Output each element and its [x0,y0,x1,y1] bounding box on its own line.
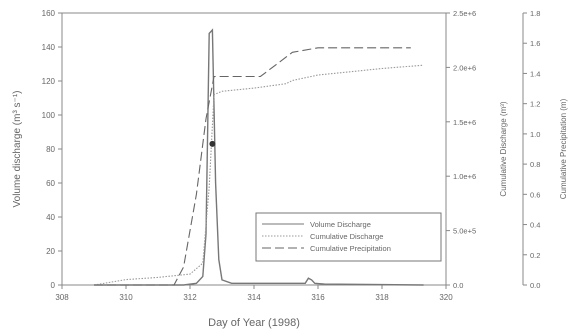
y-axis-right1-label: Cumulative Discharge (m³) [499,101,508,196]
x-tick-label: 310 [119,293,133,302]
y-left-tick-label: 60 [46,179,55,188]
y-right2-tick-label: 0.8 [530,160,540,169]
legend: Volume Discharge Cumulative Discharge Cu… [255,212,442,262]
legend-box [255,212,442,262]
y-right2-tick-label: 1.6 [530,39,540,48]
y-right1-tick-label: 5.0e+5 [453,227,476,236]
y-left-tick-label: 160 [42,9,56,18]
legend-label-volume-discharge: Volume Discharge [310,220,371,229]
series-layer [93,28,424,286]
y-left-tick-label: 80 [46,145,55,154]
y-right2-tick-label: 1.4 [530,69,540,78]
x-axis-label: Day of Year (1998) [208,317,300,329]
y-right2-tick-label: 1.0 [530,130,540,139]
y-left-tick-label: 0 [51,281,56,290]
x-tick-label: 320 [439,293,453,302]
y-left-tick-label: 100 [42,111,56,120]
series-line-volume-discharge [94,28,424,286]
y-right1-tick-label: 1.5e+6 [453,118,476,127]
data-marker [209,140,216,147]
legend-label-cumulative-precipitation: Cumulative Precipitation [310,244,391,253]
x-tick-label: 318 [375,293,389,302]
x-tick-label: 314 [247,293,261,302]
y-right2-tick-label: 0.0 [530,281,540,290]
y-axis-right2-label: Cumulative Precipitation (m) [559,98,568,199]
y-axis-left: 0 20 40 60 80 100 120 140 160 [42,9,62,290]
y-right1-tick-label: 0.0 [453,281,463,290]
y-right2-tick-label: 0.4 [530,221,540,230]
y-left-tick-label: 40 [46,213,55,222]
y-right1-tick-label: 2.0e+6 [453,63,476,72]
y-left-tick-label: 140 [42,43,56,52]
y-left-tick-label: 120 [42,77,56,86]
series-line-cumulative-discharge [93,64,424,286]
y-right1-tick-label: 2.5e+6 [453,9,476,18]
x-tick-label: 312 [183,293,197,302]
y-left-tick-label: 20 [46,247,55,256]
y-right2-tick-label: 0.2 [530,251,540,260]
y-right2-tick-label: 0.6 [530,190,540,199]
y-right2-tick-label: 1.2 [530,100,540,109]
x-tick-label: 308 [55,293,69,302]
x-tick-label: 316 [311,293,325,302]
y-axis-right1: 0.0 5.0e+5 1.0e+6 1.5e+6 2.0e+6 2.5e+6 [446,9,476,290]
series-line-cumulative-precipitation [94,47,411,286]
y-right2-tick-label: 1.8 [530,9,540,18]
y-axis-left-label: Volume discharge (m³ s⁻¹) [12,91,23,208]
legend-label-cumulative-discharge: Cumulative Discharge [310,232,383,241]
x-axis: 308 310 312 314 316 318 320 [55,285,453,302]
y-axis-right2: 0.0 0.2 0.4 0.6 0.8 1.0 1.2 1.4 1.6 1.8 [522,9,540,290]
y-right1-tick-label: 1.0e+6 [453,172,476,181]
